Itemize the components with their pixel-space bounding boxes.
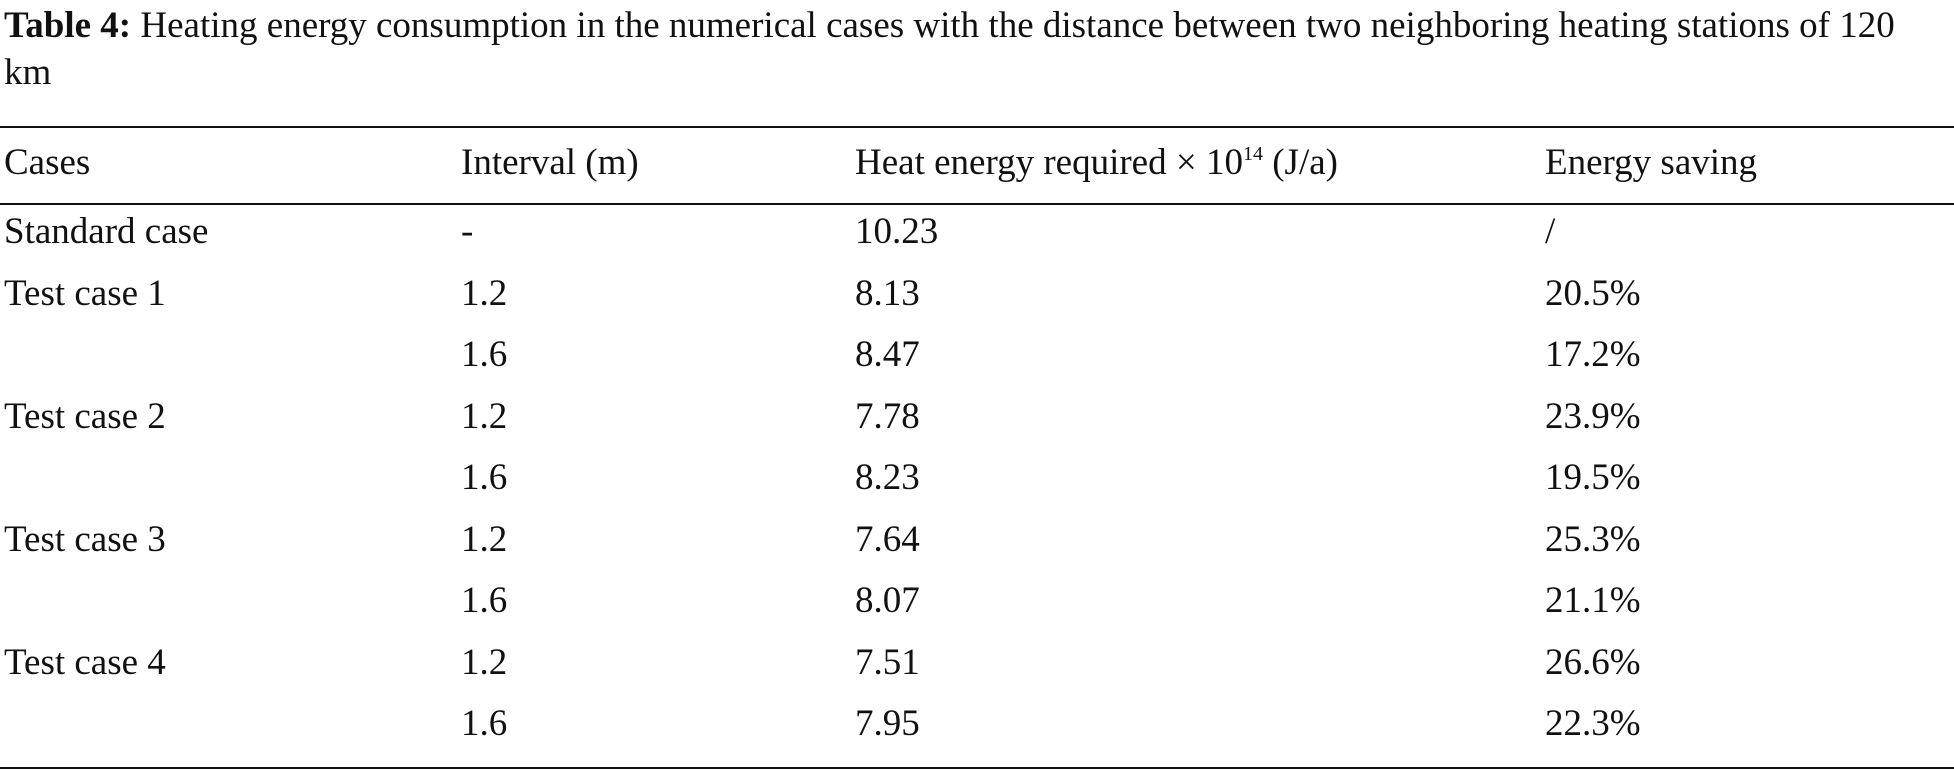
cell-case bbox=[0, 572, 461, 634]
cell-case: Test case 1 bbox=[4, 272, 166, 314]
cell-heat: 7.64 bbox=[855, 518, 920, 560]
cell-interval: 1.2 bbox=[461, 395, 508, 437]
table-row: 1.6 8.23 19.5% bbox=[0, 449, 1954, 511]
header-energy-saving: Energy saving bbox=[1545, 142, 1758, 183]
cell-saving: 22.3% bbox=[1545, 703, 1641, 744]
table-caption: Table 4: Heating energy consumption in t… bbox=[4, 2, 1950, 96]
table-row: 1.6 8.07 21.1% bbox=[0, 572, 1954, 634]
cell-saving: 21.1% bbox=[1545, 580, 1641, 621]
cell-case: Test case 4 bbox=[4, 641, 166, 683]
table-row: Test case 2 1.2 7.78 23.9% bbox=[0, 388, 1954, 450]
header-cases: Cases bbox=[4, 142, 91, 183]
cell-heat: 8.23 bbox=[855, 457, 920, 498]
cell-case: Test case 3 bbox=[4, 518, 166, 560]
table-top-rule bbox=[0, 126, 1954, 128]
cell-saving: 26.6% bbox=[1545, 641, 1641, 683]
header-heat-suffix: (J/a) bbox=[1262, 142, 1338, 183]
cell-saving: 17.2% bbox=[1545, 334, 1641, 375]
cell-interval: - bbox=[461, 211, 474, 252]
cell-case bbox=[0, 695, 461, 757]
cell-saving: 20.5% bbox=[1545, 272, 1641, 314]
cell-saving: 23.9% bbox=[1545, 395, 1641, 437]
cell-heat: 8.07 bbox=[855, 580, 920, 621]
table-row: Test case 1 1.2 8.13 20.5% bbox=[0, 265, 1954, 327]
table-bottom-rule bbox=[0, 767, 1954, 769]
header-interval: Interval (m) bbox=[461, 142, 639, 183]
cell-case: Standard case bbox=[4, 211, 209, 252]
data-table: Cases Interval (m) Heat energy required … bbox=[0, 136, 1954, 757]
cell-interval: 1.2 bbox=[461, 272, 508, 314]
cell-heat: 7.95 bbox=[855, 703, 920, 744]
cell-heat: 8.47 bbox=[855, 334, 920, 375]
table-caption-label: Table 4: bbox=[4, 5, 132, 46]
cell-saving: 19.5% bbox=[1545, 457, 1641, 498]
cell-case bbox=[0, 449, 461, 511]
table-row: Test case 4 1.2 7.51 26.6% bbox=[0, 634, 1954, 696]
cell-interval: 1.6 bbox=[461, 334, 508, 375]
cell-interval: 1.2 bbox=[461, 641, 508, 683]
cell-case bbox=[0, 326, 461, 388]
cell-heat: 8.13 bbox=[855, 272, 920, 314]
cell-interval: 1.6 bbox=[461, 580, 508, 621]
table-header-rule bbox=[0, 203, 1954, 205]
cell-case: Test case 2 bbox=[4, 395, 166, 437]
cell-interval: 1.6 bbox=[461, 703, 508, 744]
table-row: Test case 3 1.2 7.64 25.3% bbox=[0, 511, 1954, 573]
header-heat-energy: Heat energy required × 1014 (J/a) bbox=[855, 136, 1545, 203]
cell-heat: 7.51 bbox=[855, 641, 920, 683]
table-row: 1.6 7.95 22.3% bbox=[0, 695, 1954, 757]
cell-heat: 7.78 bbox=[855, 395, 920, 437]
header-heat-exponent: 14 bbox=[1242, 143, 1263, 165]
header-heat-prefix: Heat energy required × 10 bbox=[855, 142, 1243, 183]
cell-saving: 25.3% bbox=[1545, 518, 1641, 560]
cell-heat: 10.23 bbox=[855, 211, 939, 252]
table-header-row: Cases Interval (m) Heat energy required … bbox=[0, 136, 1954, 203]
table-caption-text: Heating energy consumption in the numeri… bbox=[4, 5, 1895, 93]
cell-interval: 1.2 bbox=[461, 518, 508, 560]
table-row: 1.6 8.47 17.2% bbox=[0, 326, 1954, 388]
cell-interval: 1.6 bbox=[461, 457, 508, 498]
table-row: Standard case - 10.23 / bbox=[0, 203, 1954, 265]
cell-saving: / bbox=[1545, 211, 1556, 252]
